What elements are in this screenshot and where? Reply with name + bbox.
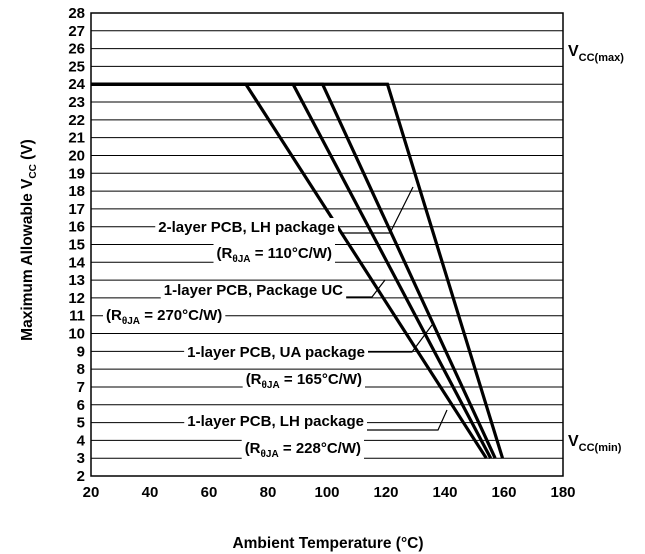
y-tick-label: 12 xyxy=(68,290,85,307)
x-tick-label: 140 xyxy=(432,484,457,501)
annotation-leaders xyxy=(340,186,448,431)
y-tick-label: 9 xyxy=(77,343,85,360)
annotation-leader-line xyxy=(368,324,433,353)
x-tick-labels: 20 40 60 80 100 120 140 160 180 xyxy=(83,484,576,501)
x-tick-label: 100 xyxy=(314,484,339,501)
y-tick-label: 21 xyxy=(68,130,85,147)
annotation-2layer-lh-rtheta: (RθJA = 110°C/W) xyxy=(217,245,332,265)
y-tick-label: 15 xyxy=(68,237,85,254)
annotation-leader-line xyxy=(340,186,414,234)
y-tick-label: 4 xyxy=(77,432,86,449)
y-tick-label: 5 xyxy=(77,415,85,432)
annotation-background xyxy=(184,343,368,362)
x-tick-label: 160 xyxy=(491,484,516,501)
x-tick-label: 180 xyxy=(550,484,575,501)
y-tick-label: 22 xyxy=(68,112,85,129)
derating-curve xyxy=(91,82,493,459)
series-lines xyxy=(91,82,505,460)
y-tick-label: 23 xyxy=(68,94,85,111)
annotation-1layer-ua-line1: 1-layer PCB, UA package xyxy=(187,344,365,361)
y-axis-title: Maximum Allowable VCC (V) xyxy=(19,139,39,341)
y-tick-label: 8 xyxy=(77,361,85,378)
annotation-2layer-lh-line1: 2-layer PCB, LH package xyxy=(158,219,335,236)
y-tick-labels: 2345678910111213141516171819202122232425… xyxy=(68,5,85,485)
annotation-1layer-uc-line1: 1-layer PCB, Package UC xyxy=(164,282,343,299)
y-tick-label: 18 xyxy=(68,183,85,200)
y-tick-label: 26 xyxy=(68,41,85,58)
annotation-1layer-ua-rtheta: (RθJA = 165°C/W) xyxy=(246,371,362,391)
annotation-background xyxy=(184,412,367,431)
y-tick-label: 2 xyxy=(77,468,85,485)
y-tick-label: 16 xyxy=(68,219,85,236)
x-axis-title: Ambient Temperature (°C) xyxy=(232,535,423,552)
y-tick-label: 20 xyxy=(68,147,85,164)
annotation-1layer-lh-rtheta: (RθJA = 228°C/W) xyxy=(245,440,361,460)
y-tick-label: 10 xyxy=(68,326,85,343)
annotation-background xyxy=(213,244,335,266)
annotation-1layer-uc-rtheta: (RθJA = 270°C/W) xyxy=(106,307,222,327)
annotation-background xyxy=(242,370,365,392)
derating-curve xyxy=(91,82,497,459)
derating-curve xyxy=(91,82,488,460)
y-tick-label: 6 xyxy=(77,397,85,414)
derating-curve xyxy=(91,82,505,459)
y-tick-label: 25 xyxy=(68,58,85,75)
y-tick-label: 28 xyxy=(68,5,85,22)
x-tick-label: 60 xyxy=(201,484,218,501)
x-tick-label: 40 xyxy=(142,484,159,501)
annotation-background xyxy=(155,218,338,237)
y-tick-label: 19 xyxy=(68,165,85,182)
y-tick-label: 14 xyxy=(68,254,85,271)
x-tick-label: 120 xyxy=(373,484,398,501)
annotation-1layer-lh-line1: 1-layer PCB, LH package xyxy=(187,413,364,430)
annotation-background xyxy=(103,306,226,328)
vcc-min-label: VCC(min) xyxy=(568,433,622,454)
y-tick-label: 7 xyxy=(77,379,85,396)
x-tick-label: 20 xyxy=(83,484,100,501)
plot-area-frame xyxy=(90,12,564,477)
y-tick-label: 27 xyxy=(68,23,85,40)
annotation-leader-line xyxy=(345,279,386,298)
annotation-background xyxy=(160,281,347,300)
y-tick-label: 17 xyxy=(68,201,85,218)
y-tick-label: 3 xyxy=(77,450,85,467)
vcc-max-label: VCC(max) xyxy=(568,43,624,64)
y-tick-label: 11 xyxy=(69,308,85,325)
y-tick-label: 24 xyxy=(68,76,85,93)
annotation-background xyxy=(241,439,364,461)
x-tick-label: 80 xyxy=(260,484,277,501)
annotation-leader-line xyxy=(364,409,448,431)
y-tick-label: 13 xyxy=(68,272,85,289)
